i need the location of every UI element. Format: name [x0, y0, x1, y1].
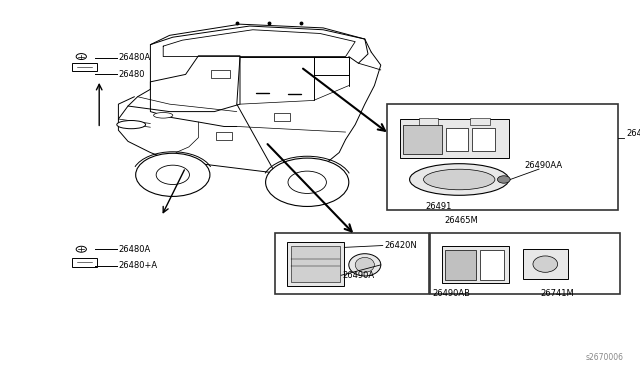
Bar — [274, 113, 290, 121]
Bar — [72, 258, 97, 267]
Bar — [275, 232, 429, 294]
Ellipse shape — [424, 169, 495, 190]
Bar — [287, 242, 344, 286]
Bar — [291, 246, 340, 282]
Circle shape — [497, 176, 510, 183]
Bar — [470, 118, 490, 125]
Ellipse shape — [116, 121, 146, 129]
Bar — [387, 104, 618, 210]
Text: 26465M: 26465M — [445, 216, 479, 225]
Text: 26420N: 26420N — [384, 241, 417, 250]
Text: 26480+A: 26480+A — [118, 262, 157, 270]
Circle shape — [76, 246, 86, 252]
Text: 26741M: 26741M — [541, 289, 575, 298]
Text: 26480: 26480 — [118, 70, 145, 79]
Bar — [480, 250, 504, 280]
Text: 26490AA: 26490AA — [525, 161, 563, 170]
Ellipse shape — [355, 257, 374, 272]
Text: s2670006: s2670006 — [586, 353, 624, 362]
Ellipse shape — [533, 256, 557, 272]
Text: 26480A: 26480A — [118, 245, 150, 254]
Bar — [523, 249, 568, 279]
Circle shape — [288, 171, 326, 193]
Text: 26490: 26490 — [626, 129, 640, 138]
Bar — [400, 119, 509, 158]
Circle shape — [266, 158, 349, 206]
Circle shape — [136, 153, 210, 196]
Bar — [430, 232, 620, 294]
Circle shape — [76, 54, 86, 60]
Bar — [446, 128, 468, 151]
Text: 26490AB: 26490AB — [432, 289, 470, 298]
Text: 26480A: 26480A — [118, 53, 150, 62]
Text: 26490A: 26490A — [342, 271, 374, 280]
Ellipse shape — [154, 112, 173, 118]
Bar — [442, 246, 509, 283]
Bar — [419, 118, 438, 125]
Ellipse shape — [410, 164, 509, 195]
Bar — [216, 132, 232, 140]
Bar — [72, 63, 97, 71]
Circle shape — [156, 165, 189, 185]
Ellipse shape — [349, 254, 381, 276]
Text: 26491: 26491 — [426, 202, 452, 211]
Bar — [403, 125, 442, 154]
Bar — [472, 128, 495, 151]
Bar — [445, 250, 476, 280]
Bar — [211, 70, 230, 78]
